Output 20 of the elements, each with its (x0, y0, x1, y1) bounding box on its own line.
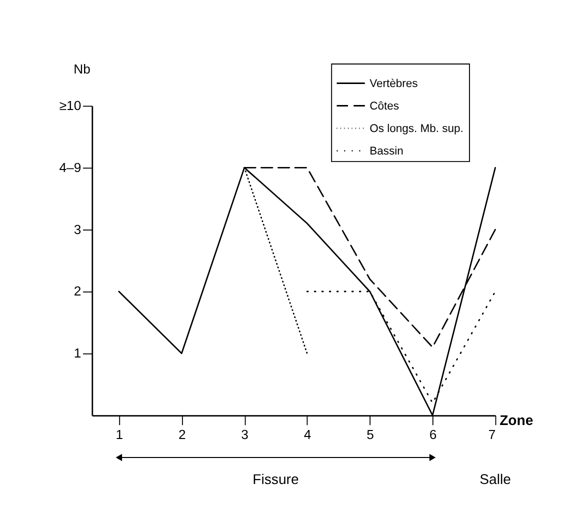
legend-label: Bassin (370, 146, 404, 158)
x-tick-label: 1 (116, 427, 124, 442)
x-tick-label: 6 (429, 427, 437, 442)
legend-label: Os longs. Mb. sup. (370, 123, 464, 136)
y-tick-label: 3 (74, 222, 82, 237)
y-tick-label: 4–9 (59, 160, 82, 175)
text: Salle (480, 470, 512, 487)
y-axis-title: Nb (74, 61, 90, 76)
x-tick-label: 7 (488, 427, 496, 442)
legend-label: Vertèbres (370, 78, 418, 90)
x-tick-label: 4 (304, 427, 312, 442)
x-tick-label: 3 (241, 427, 248, 442)
y-tick-label: 1 (74, 346, 82, 361)
x-tick-label: 5 (366, 427, 374, 442)
y-tick-label: ≥10 (59, 98, 82, 113)
text: Fissure (252, 470, 299, 487)
legend-label: Côtes (370, 100, 400, 113)
x-tick-label: 2 (178, 427, 186, 442)
x-axis-title: Zone (500, 412, 534, 428)
y-tick-label: 2 (74, 284, 82, 299)
